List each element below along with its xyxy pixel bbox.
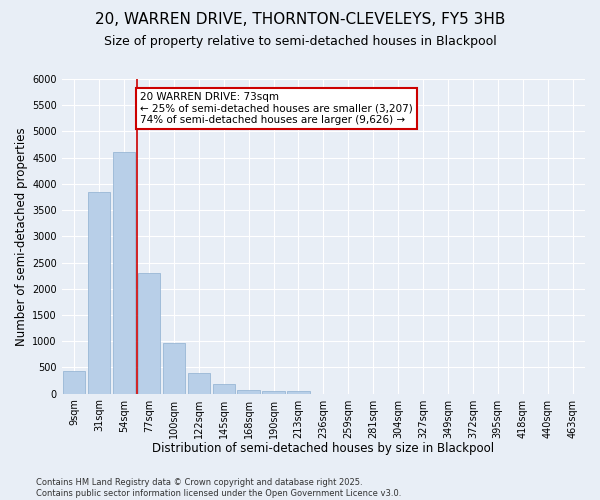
Bar [287,391,310,394]
Bar [188,372,210,394]
Text: Size of property relative to semi-detached houses in Blackpool: Size of property relative to semi-detach… [104,35,496,48]
Bar [113,152,135,394]
Bar [88,192,110,394]
Bar [138,273,160,394]
Bar [63,371,85,394]
Bar [238,390,260,394]
Text: Contains HM Land Registry data © Crown copyright and database right 2025.
Contai: Contains HM Land Registry data © Crown c… [36,478,401,498]
Text: 20, WARREN DRIVE, THORNTON-CLEVELEYS, FY5 3HB: 20, WARREN DRIVE, THORNTON-CLEVELEYS, FY… [95,12,505,28]
Text: 20 WARREN DRIVE: 73sqm
← 25% of semi-detached houses are smaller (3,207)
74% of : 20 WARREN DRIVE: 73sqm ← 25% of semi-det… [140,92,413,126]
Bar [212,384,235,394]
X-axis label: Distribution of semi-detached houses by size in Blackpool: Distribution of semi-detached houses by … [152,442,494,455]
Y-axis label: Number of semi-detached properties: Number of semi-detached properties [15,127,28,346]
Bar [262,390,285,394]
Bar [163,342,185,394]
